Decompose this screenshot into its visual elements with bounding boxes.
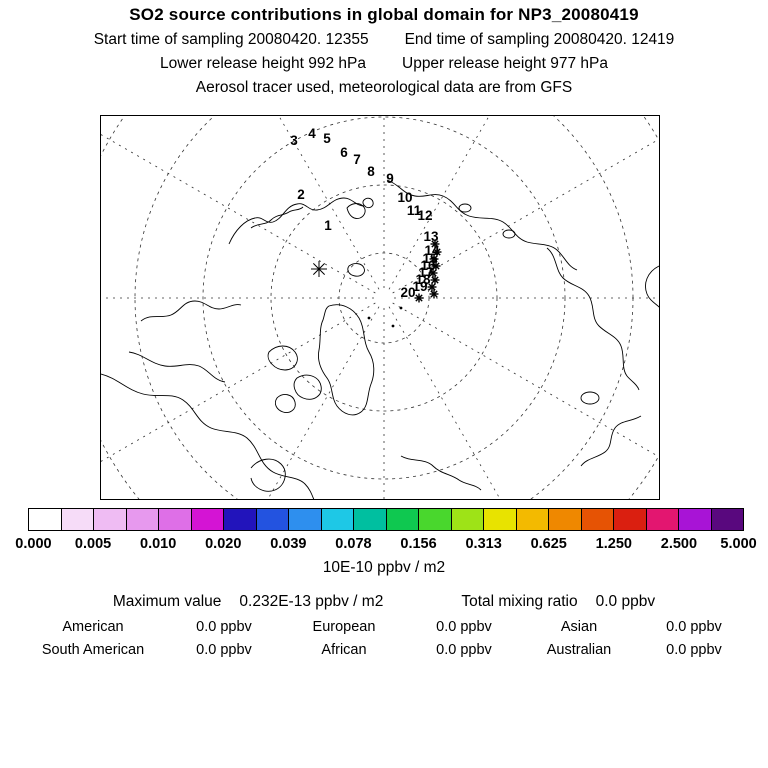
colorbar-segment (679, 509, 712, 530)
source-marker-asterisk (312, 262, 326, 276)
station-label: 9 (386, 171, 394, 186)
region-label: Asian (560, 619, 598, 635)
colorbar-segment (581, 509, 614, 530)
max-value-text: 0.232E-13 ppbv / m2 (239, 593, 384, 610)
colorbar-segment (451, 509, 484, 530)
colorbar-segment (61, 509, 94, 530)
region-label: Australian (546, 642, 612, 658)
polar-map: 1 2 3 4 5 6 7 8 9 10 11 12 13 14 15 16 17 18 19 20 (100, 115, 660, 500)
release-height-line: Lower release height 992 hPa Upper relea… (0, 55, 768, 73)
page-title: SO2 source contributions in global domai… (129, 5, 639, 24)
region-label: South American (41, 642, 145, 658)
colorbar-segment (94, 509, 127, 530)
colorbar-tick-label: 1.250 (595, 536, 632, 552)
station-label: 1 (324, 218, 332, 233)
colorbar-segment (191, 509, 224, 530)
station-label: 7 (353, 152, 361, 167)
colorbar-ticks: 0.000 0.005 0.010 0.020 0.039 0.078 0.156 0.313… (15, 536, 756, 554)
colorbar-tick-label: 0.625 (530, 536, 567, 552)
station-label: 15 (422, 251, 438, 266)
colorbar-tick-label: 0.020 (205, 536, 242, 552)
station-label: 5 (323, 131, 331, 146)
station-label: 2 (297, 187, 305, 202)
colorbar-segment (159, 509, 192, 530)
max-value-label: Maximum value (112, 593, 222, 610)
station-label: 14 (424, 243, 440, 258)
colorbar-tick-label: 0.000 (15, 536, 52, 552)
region-value: 0.0 ppbv (436, 642, 492, 658)
colorbar-segment (256, 509, 289, 530)
region-label: American (62, 619, 124, 635)
colorbar-segment (354, 509, 387, 530)
total-mixing-value: 0.0 ppbv (595, 593, 656, 610)
colorbar-tick-label: 2.500 (660, 536, 698, 552)
summary-line: Maximum value 0.232E-13 ppbv / m2 Total … (0, 593, 768, 611)
colorbar-segment (516, 509, 549, 530)
region-contributions-table: American 0.0 ppbv European 0.0 ppbv Asian 0.0… (18, 619, 750, 658)
station-label: 12 (417, 208, 432, 223)
colorbar-segment (614, 509, 647, 530)
region-value: 0.0 ppbv (666, 642, 722, 658)
tracer-note: Aerosol tracer used, meteorological data… (195, 79, 573, 96)
colorbar-segment (386, 509, 419, 530)
end-time-text: End time of sampling 20080420. 12419 (404, 31, 675, 48)
colorbar-tick-label: 0.005 (74, 536, 112, 552)
colorbar-segment (289, 509, 322, 530)
region-label: European (312, 619, 376, 635)
station-label: 17 (418, 265, 433, 280)
sampling-time-line: Start time of sampling 20080420. 12355 E… (0, 31, 768, 49)
colorbar-segment (484, 509, 517, 530)
total-mixing-label: Total mixing ratio (461, 593, 578, 610)
start-time-text: Start time of sampling 20080420. 12355 (93, 31, 369, 48)
colorbar-segment (419, 509, 452, 530)
colorbar-segment (711, 509, 743, 530)
colorbar-tick-label: 0.156 (400, 536, 437, 552)
colorbar-tick-label: 0.313 (465, 536, 502, 552)
colorbar-tick-label: 0.078 (335, 536, 372, 552)
colorbar-segment (646, 509, 679, 530)
colorbar-segment (549, 509, 582, 530)
colorbar-tick-label: 0.010 (140, 536, 177, 552)
station-label: 10 (397, 190, 412, 205)
colorbar-segment (29, 509, 62, 530)
region-value: 0.0 ppbv (666, 619, 722, 635)
upper-release-text: Upper release height 977 hPa (402, 55, 608, 72)
region-value: 0.0 ppbv (196, 642, 252, 658)
colorbar-segment (321, 509, 354, 530)
station-label: 19 (412, 279, 427, 294)
station-label: 13 (423, 229, 439, 244)
station-label: 8 (367, 164, 375, 179)
region-value: 0.0 ppbv (436, 619, 492, 635)
colorbar (28, 508, 744, 531)
station-label: 16 (420, 258, 436, 273)
station-label: 3 (290, 133, 298, 148)
colorbar-segment (224, 509, 257, 530)
spacer (401, 593, 443, 611)
colorbar-units-label: 10E-10 ppbv / m2 (322, 559, 446, 576)
colorbar-tick-label: 0.039 (270, 536, 307, 552)
lower-release-text: Lower release height 992 hPa (160, 55, 366, 72)
station-label: 4 (308, 126, 316, 141)
colorbar-segment (126, 509, 159, 530)
region-value: 0.0 ppbv (196, 619, 252, 635)
region-label: African (321, 642, 367, 658)
colorbar-tick-label: 5.000 (720, 536, 757, 552)
station-label: 11 (407, 203, 422, 218)
station-label: 20 (400, 285, 415, 300)
station-label: 18 (415, 272, 431, 287)
station-label: 6 (340, 145, 348, 160)
